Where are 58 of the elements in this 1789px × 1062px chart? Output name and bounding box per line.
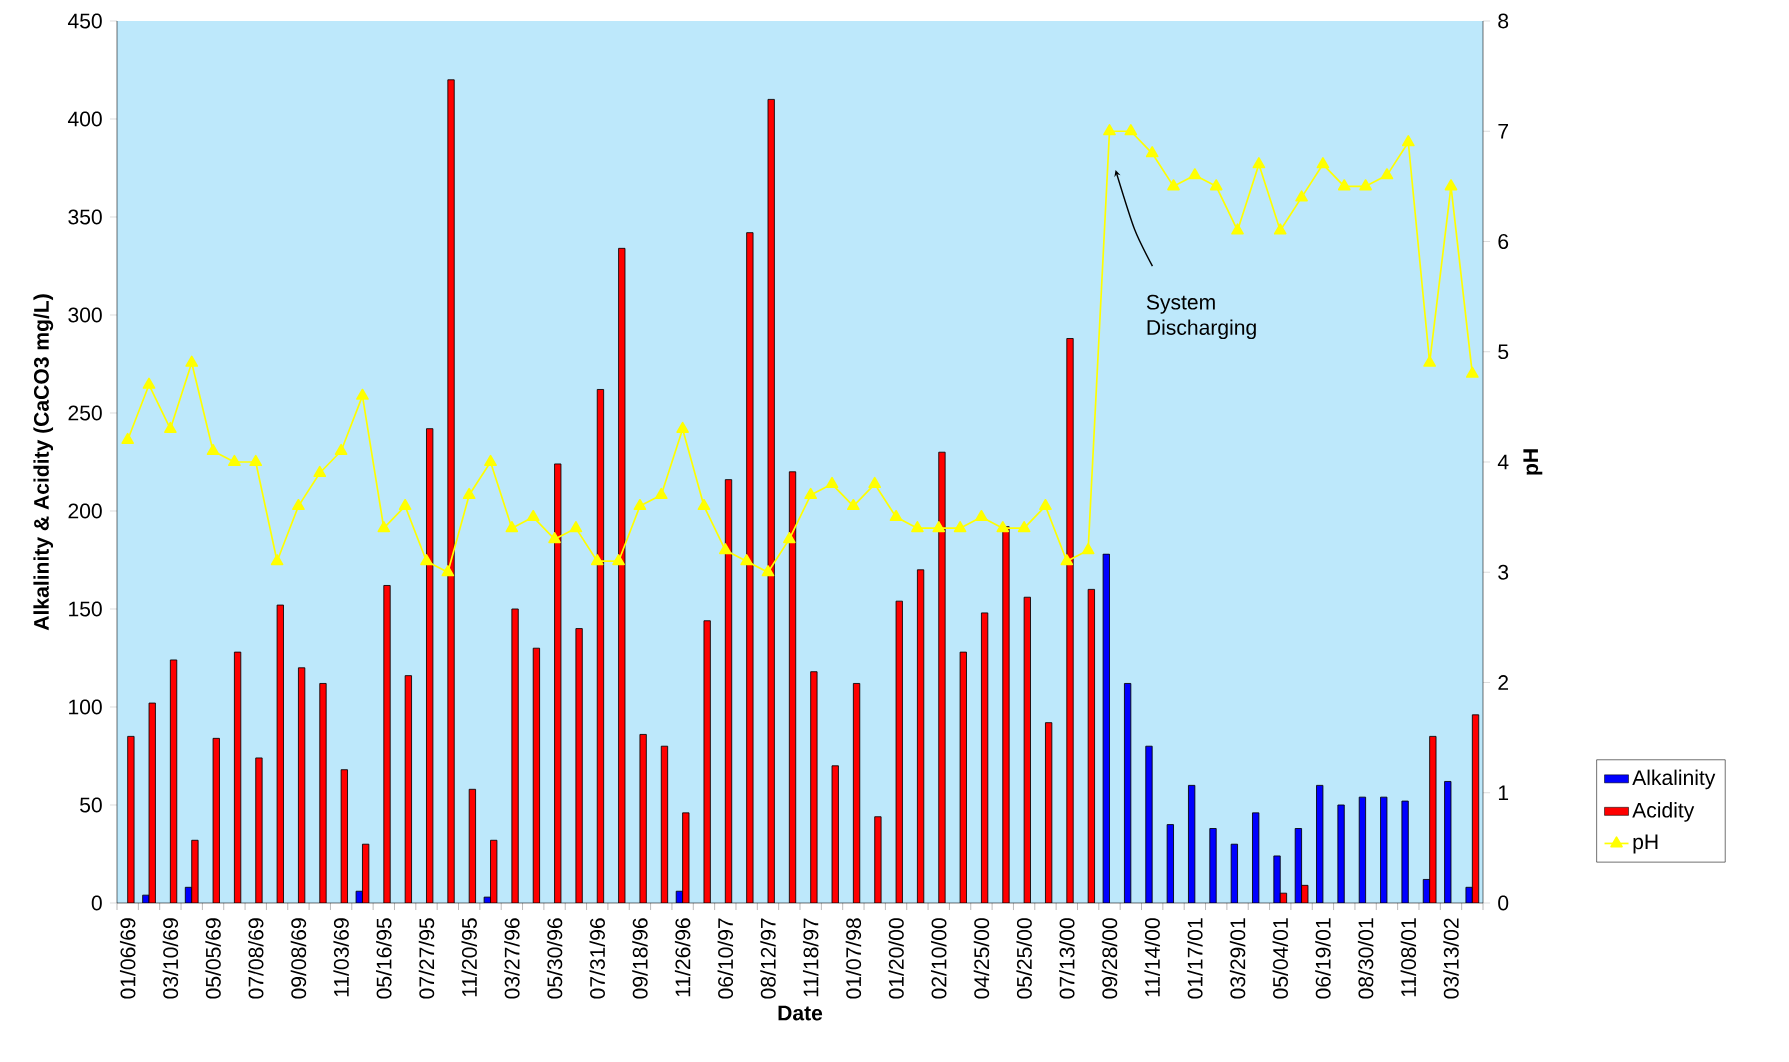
- y-axis-title: Alkalinity & Acidity (CaCO3 mg/L): [33, 294, 54, 631]
- x-tick-label: 01/17/01: [1187, 918, 1203, 999]
- x-tick-label: 03/13/02: [1443, 918, 1459, 999]
- x-tick-label: 07/08/69: [248, 918, 264, 999]
- x-tick-label: 09/18/96: [632, 918, 648, 999]
- x-tick-label: 08/12/97: [760, 918, 776, 999]
- x-tick-label: 05/04/01: [1272, 918, 1288, 999]
- y-tick-label: 150: [69, 601, 102, 617]
- legend-label: Alkalinity: [1632, 769, 1716, 790]
- x-axis-title: Date: [778, 1005, 823, 1021]
- y-tick-label: 350: [68, 209, 102, 225]
- x-tick-label: 09/08/69: [290, 918, 307, 999]
- x-tick-label: 11/14/00: [1144, 918, 1160, 997]
- y-tick-label: 450: [67, 13, 102, 29]
- x-tick-label: 11/20/95: [461, 918, 477, 997]
- x-tick-label: 11/08/01: [1400, 918, 1417, 997]
- y-tick-label: 0: [91, 895, 102, 911]
- x-tick-label: 03/10/69: [162, 918, 179, 999]
- y2-tick-label: 3: [1498, 564, 1509, 580]
- y2-tick-label: 6: [1498, 234, 1509, 249]
- y2-tick-label: 0: [1498, 895, 1509, 911]
- y2-tick-label: 2: [1498, 675, 1509, 690]
- x-tick-label: 11/03/69: [333, 918, 349, 997]
- x-tick-label: 05/30/96: [546, 918, 563, 999]
- x-tick-label: 11/18/97: [802, 918, 819, 997]
- y2-tick-label: 4: [1497, 454, 1509, 470]
- y2-tick-label: 7: [1498, 123, 1509, 139]
- x-tick-label: 05/05/69: [205, 918, 221, 999]
- y-tick-label: 100: [69, 699, 102, 715]
- legend-label: pH: [1633, 834, 1658, 854]
- x-tick-label: 09/28/00: [1101, 918, 1118, 999]
- y2-tick-label: 1: [1498, 785, 1509, 800]
- x-tick-label: 07/13/00: [1059, 918, 1075, 999]
- x-tick-label: 05/25/00: [1016, 918, 1032, 999]
- x-tick-label: 01/06/69: [119, 918, 136, 999]
- x-tick-label: 04/25/00: [973, 918, 990, 999]
- y-tick-label: 250: [68, 405, 102, 421]
- legend-label: Acidity: [1632, 802, 1695, 822]
- x-tick-label: 01/07/98: [845, 918, 862, 999]
- annotation: System Discharging: [1146, 294, 1256, 340]
- x-tick-label: 02/10/00: [931, 918, 947, 999]
- x-tick-label: 11/26/96: [674, 918, 691, 997]
- y2-axis-title: pH: [1523, 449, 1543, 475]
- x-tick-label: 03/29/01: [1229, 918, 1246, 999]
- x-tick-label: 07/31/96: [589, 918, 605, 999]
- x-tick-label: 03/27/96: [504, 918, 520, 999]
- y-tick-label: 50: [80, 797, 102, 813]
- y2-tick-label: 5: [1498, 344, 1509, 360]
- x-tick-label: 06/10/97: [717, 918, 734, 999]
- x-tick-label: 05/16/95: [376, 918, 392, 999]
- x-tick-label: 07/27/95: [418, 918, 435, 999]
- x-tick-label: 01/20/00: [888, 918, 904, 999]
- y2-tick-label: 8: [1498, 13, 1509, 29]
- y-tick-label: 300: [68, 307, 102, 323]
- y-tick-label: 200: [68, 503, 102, 519]
- x-tick-label: 08/30/01: [1357, 918, 1374, 999]
- x-tick-label: 06/19/01: [1315, 918, 1331, 999]
- y-tick-label: 400: [67, 111, 102, 127]
